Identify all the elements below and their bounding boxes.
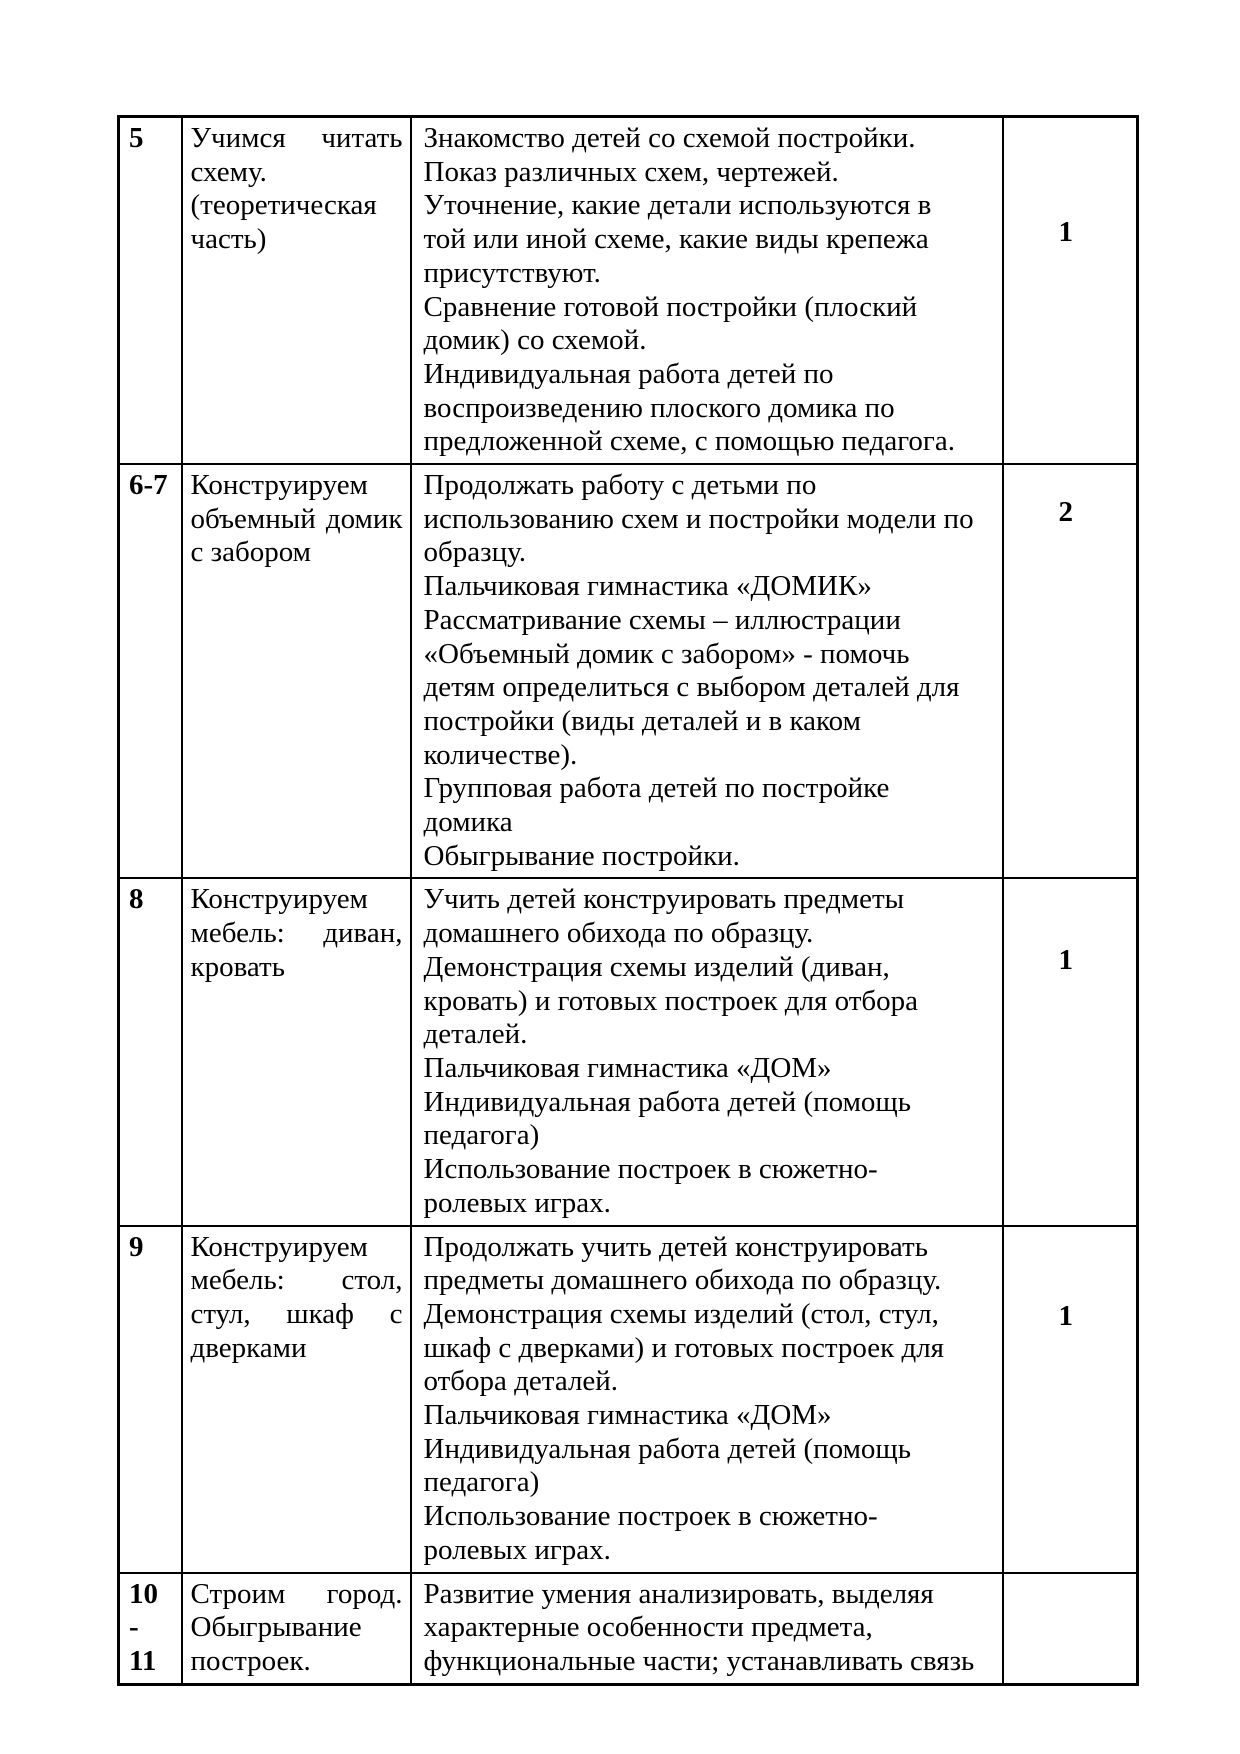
lesson-hours: 1 [1001, 115, 1139, 466]
lesson-number: 6-7 [117, 463, 183, 880]
content-paragraph: Развитие умения анализировать, выделяя х… [423, 1577, 975, 1677]
lesson-number: 5 [117, 115, 183, 466]
lesson-hours [1001, 1571, 1139, 1686]
table-row: 6-7 Конструируем объемный домик с заборо… [117, 463, 1139, 880]
lesson-number: 8 [117, 877, 183, 1227]
lesson-hours: 2 [1001, 463, 1139, 880]
content-paragraph: Учить детей конструировать предметы дома… [423, 883, 905, 950]
content-paragraph: Уточнение, какие детали используются в т… [423, 189, 932, 289]
content-paragraph: Продолжать работу с детьми по использова… [423, 469, 974, 569]
content-paragraph: Пальчиковая гимнастика «ДОМ» [423, 1399, 832, 1432]
content-paragraph: Использование построек в сюжетно-ролевых… [423, 1153, 878, 1219]
content-paragraph: Знакомство детей со схемой постройки. [423, 122, 916, 154]
content-paragraph: Сравнение готовой постройки (плоский дом… [423, 290, 918, 357]
lesson-content: Учить детей конструировать предметы дома… [409, 877, 1004, 1227]
table-row: 8 Конструируем мебель: диван, кровать Уч… [117, 877, 1139, 1227]
content-paragraph: Показ различных схем, чертежей. [423, 155, 839, 188]
content-paragraph: Использование построек в сюжетно-ролевых… [423, 1500, 878, 1566]
table-row: 10 - 11 Строим город. Обыгрывание постро… [117, 1571, 1139, 1686]
content-paragraph: Рассматривание схемы – иллюстрации «Объе… [423, 603, 960, 771]
content-paragraph: Демонстрация схемы изделий (стол, стул, … [423, 1297, 945, 1398]
content-paragraph: Демонстрация схемы изделий (диван, крова… [423, 950, 919, 1051]
content-paragraph: Индивидуальная работа детей по воспроизв… [423, 357, 955, 458]
lesson-content: Продолжать учить детей конструировать пр… [409, 1224, 1004, 1574]
lesson-number: 9 [117, 1224, 183, 1574]
lesson-topic: Конструируем мебель: стол, стул, шкаф с … [180, 1224, 412, 1574]
content-paragraph: Индивидуальная работа детей (помощь педа… [423, 1432, 912, 1499]
lesson-topic: Строим город. Обыгрывание построек. [180, 1571, 412, 1686]
lesson-number: 10 - 11 [117, 1571, 183, 1686]
content-paragraph: Продолжать учить детей конструировать пр… [423, 1230, 942, 1297]
content-paragraph: Пальчиковая гимнастика «ДОМИК» [423, 570, 872, 603]
table-row: 5 Учимся читать схему. (теоретическая ча… [117, 115, 1139, 466]
table-row: 9 Конструируем мебель: стол, стул, шкаф … [117, 1224, 1139, 1574]
content-paragraph: Индивидуальная работа детей (помощь педа… [423, 1085, 912, 1152]
content-paragraph: Групповая работа детей по постройке доми… [423, 772, 890, 839]
lesson-topic: Конструируем мебель: диван, кровать [180, 877, 412, 1227]
lesson-hours: 1 [1001, 1224, 1139, 1574]
content-paragraph: Обыгрывание постройки. [423, 839, 740, 872]
lesson-plan-table: 5 Учимся читать схему. (теоретическая ча… [117, 115, 1139, 1686]
lesson-topic: Учимся читать схему. (теоретическая част… [180, 115, 412, 466]
lesson-hours: 1 [1001, 877, 1139, 1227]
lesson-content: Продолжать работу с детьми по использова… [409, 463, 1004, 880]
lesson-content: Знакомство детей со схемой постройки. По… [409, 115, 1004, 466]
lesson-topic: Конструируем объемный домик с забором [180, 463, 412, 880]
content-paragraph: Пальчиковая гимнастика «ДОМ» [423, 1051, 832, 1084]
lesson-content: Развитие умения анализировать, выделяя х… [409, 1571, 1004, 1686]
